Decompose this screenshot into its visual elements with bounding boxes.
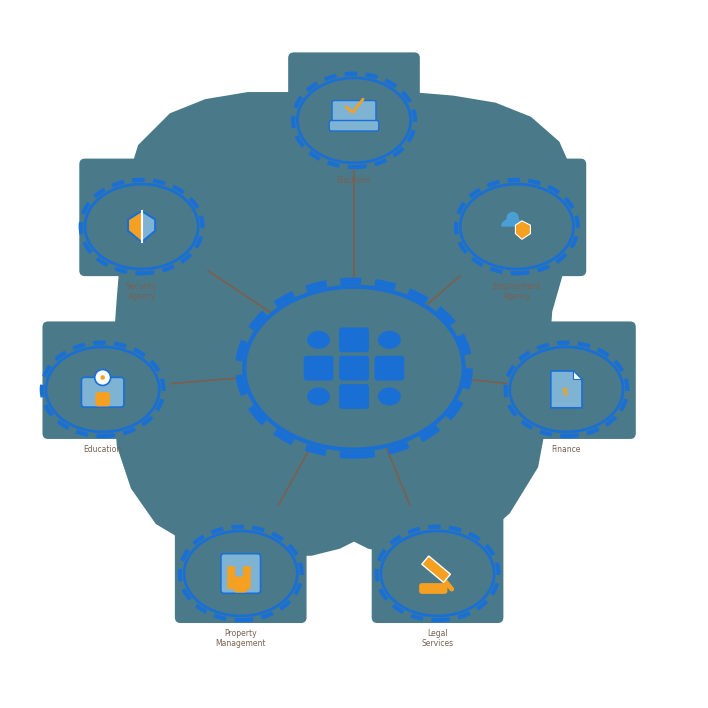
- FancyBboxPatch shape: [227, 566, 235, 574]
- Polygon shape: [142, 211, 155, 242]
- Ellipse shape: [378, 387, 401, 406]
- Text: Education: Education: [84, 445, 122, 454]
- Circle shape: [101, 375, 105, 379]
- FancyBboxPatch shape: [175, 506, 307, 623]
- FancyBboxPatch shape: [375, 356, 404, 381]
- Ellipse shape: [46, 347, 159, 432]
- Text: Legal
Services: Legal Services: [421, 629, 454, 648]
- Text: Employment
Agency: Employment Agency: [493, 282, 541, 301]
- FancyBboxPatch shape: [221, 554, 261, 593]
- Polygon shape: [422, 556, 450, 583]
- Ellipse shape: [510, 347, 623, 432]
- Ellipse shape: [307, 331, 330, 349]
- FancyBboxPatch shape: [227, 581, 235, 589]
- Ellipse shape: [297, 78, 411, 163]
- Polygon shape: [515, 221, 530, 239]
- Text: Security
Agency: Security Agency: [126, 282, 157, 301]
- Ellipse shape: [460, 184, 573, 269]
- Text: Finance: Finance: [552, 445, 581, 454]
- FancyBboxPatch shape: [372, 506, 503, 623]
- Polygon shape: [573, 371, 582, 379]
- FancyBboxPatch shape: [339, 384, 369, 409]
- FancyBboxPatch shape: [243, 581, 251, 589]
- Ellipse shape: [184, 531, 297, 616]
- FancyBboxPatch shape: [81, 377, 124, 407]
- Polygon shape: [551, 371, 582, 408]
- Ellipse shape: [307, 387, 330, 406]
- Ellipse shape: [244, 287, 464, 450]
- FancyBboxPatch shape: [243, 573, 251, 581]
- FancyBboxPatch shape: [243, 566, 251, 574]
- Polygon shape: [502, 219, 523, 226]
- FancyBboxPatch shape: [339, 327, 369, 353]
- FancyBboxPatch shape: [329, 120, 379, 131]
- FancyBboxPatch shape: [304, 356, 333, 381]
- Text: Elections: Elections: [337, 176, 371, 185]
- FancyBboxPatch shape: [227, 573, 235, 581]
- Text: $: $: [561, 387, 569, 397]
- Text: Property
Management: Property Management: [215, 629, 266, 648]
- FancyBboxPatch shape: [458, 159, 586, 276]
- FancyBboxPatch shape: [419, 583, 447, 594]
- FancyBboxPatch shape: [42, 321, 171, 439]
- FancyBboxPatch shape: [234, 576, 247, 593]
- FancyBboxPatch shape: [332, 101, 376, 124]
- FancyBboxPatch shape: [96, 392, 110, 406]
- Ellipse shape: [381, 531, 494, 616]
- FancyBboxPatch shape: [79, 159, 207, 276]
- FancyBboxPatch shape: [288, 52, 420, 170]
- Circle shape: [506, 212, 519, 224]
- Ellipse shape: [378, 331, 401, 349]
- Circle shape: [95, 370, 110, 385]
- Ellipse shape: [85, 184, 198, 269]
- FancyBboxPatch shape: [508, 321, 636, 439]
- Polygon shape: [113, 92, 577, 556]
- FancyBboxPatch shape: [339, 356, 369, 381]
- Polygon shape: [128, 211, 142, 242]
